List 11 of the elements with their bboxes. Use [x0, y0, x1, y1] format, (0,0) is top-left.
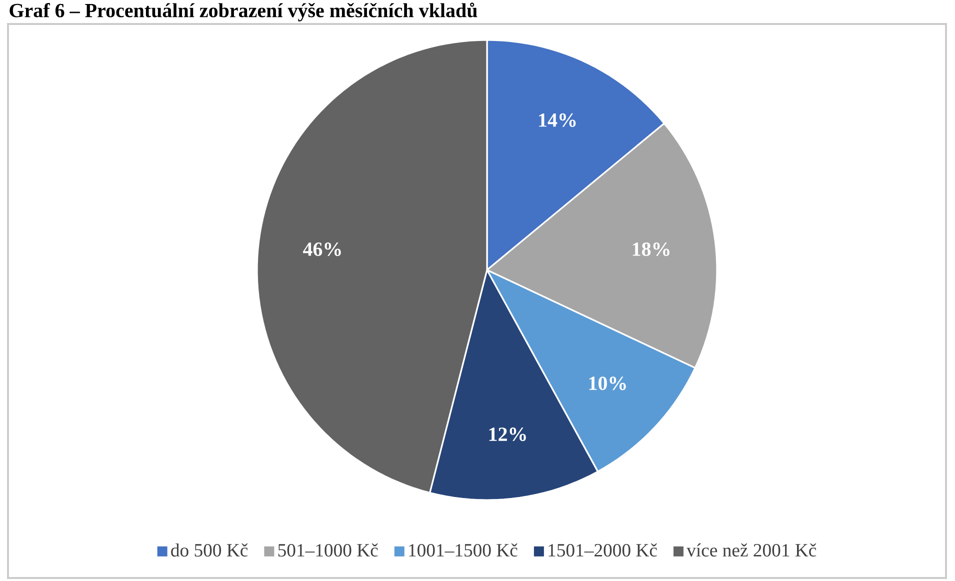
chart-title: Graf 6 – Procentuální zobrazení výše měsíčních vkladů [10, 2, 478, 22]
data-label: 46% [302, 242, 341, 256]
legend-label: více než 2001 Kč [686, 543, 816, 557]
data-label: 10% [589, 376, 626, 390]
legend-label: 501–1000 Kč [278, 543, 378, 557]
data-label: 12% [489, 428, 526, 442]
legend-label: do 500 Kč [171, 543, 248, 557]
data-label: 14% [539, 113, 576, 127]
legend-label: 1501–2000 Kč [548, 543, 657, 557]
data-label: 18% [632, 242, 670, 256]
legend-label: 1001–1500 Kč [409, 543, 518, 557]
